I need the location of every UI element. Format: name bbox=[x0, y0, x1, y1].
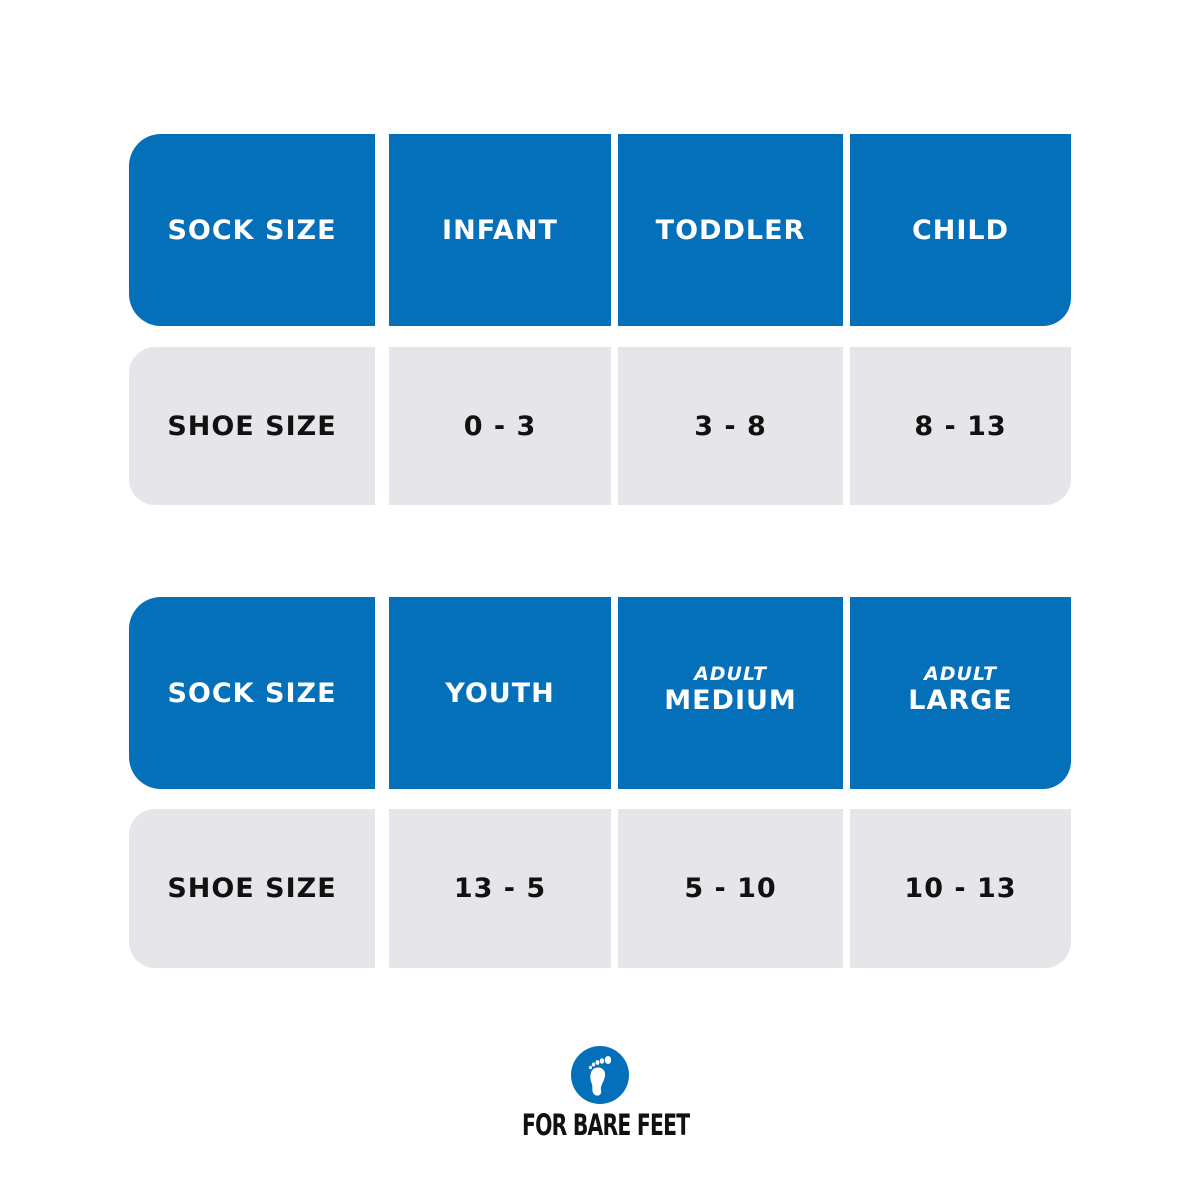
row-label: SHOE SIZE bbox=[167, 410, 337, 442]
row-cell-value: 13 - 5 bbox=[389, 809, 611, 968]
row-cell-value: 10 - 13 bbox=[850, 809, 1071, 968]
header-cell-child: CHILD bbox=[850, 134, 1071, 326]
row-cell-value: 5 - 10 bbox=[618, 809, 843, 968]
header-cell-youth: YOUTH bbox=[389, 597, 611, 789]
row-value: 13 - 5 bbox=[453, 873, 547, 904]
header-sublabel: ADULT bbox=[694, 662, 767, 685]
header-label: MEDIUM bbox=[664, 684, 797, 716]
row-cell-shoe-size: SHOE SIZE bbox=[129, 809, 375, 968]
row-value: 5 - 10 bbox=[684, 873, 777, 904]
row-label: SHOE SIZE bbox=[167, 873, 337, 904]
row-cell-value: 3 - 8 bbox=[618, 347, 843, 505]
header-cell-sock-size: SOCK SIZE bbox=[129, 597, 375, 789]
row-cell-shoe-size: SHOE SIZE bbox=[129, 347, 375, 505]
header-label: LARGE bbox=[908, 684, 1013, 716]
header-label: CHILD bbox=[911, 214, 1010, 246]
row-value: 8 - 13 bbox=[914, 410, 1007, 442]
header-label: SOCK SIZE bbox=[167, 214, 337, 246]
brand-name: FOR BARE FEET bbox=[522, 1108, 690, 1142]
header-label: TODDLER bbox=[655, 214, 806, 246]
header-cell-infant: INFANT bbox=[389, 134, 611, 326]
row-cell-value: 8 - 13 bbox=[850, 347, 1071, 505]
header-sublabel: ADULT bbox=[924, 662, 997, 685]
row-value: 10 - 13 bbox=[904, 873, 1017, 904]
row-value: 0 - 3 bbox=[463, 410, 537, 442]
header-cell-adult-medium: ADULT MEDIUM bbox=[618, 597, 843, 789]
header-cell-adult-large: ADULT LARGE bbox=[850, 597, 1071, 789]
header-cell-toddler: TODDLER bbox=[618, 134, 843, 326]
header-label: YOUTH bbox=[445, 677, 555, 709]
row-cell-value: 0 - 3 bbox=[389, 347, 611, 505]
footprint-icon bbox=[571, 1046, 629, 1104]
header-label: INFANT bbox=[442, 214, 558, 246]
brand-logo: FOR BARE FEET bbox=[520, 1046, 690, 1142]
header-label: SOCK SIZE bbox=[167, 677, 337, 709]
header-cell-sock-size: SOCK SIZE bbox=[129, 134, 375, 326]
row-value: 3 - 8 bbox=[694, 410, 767, 442]
